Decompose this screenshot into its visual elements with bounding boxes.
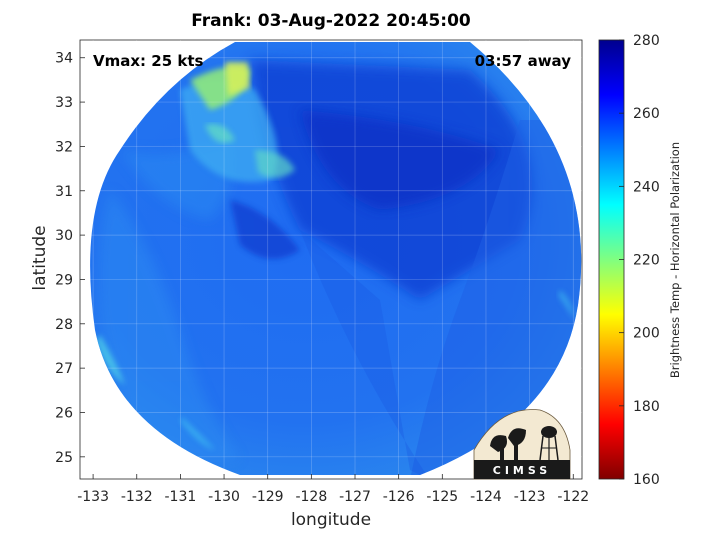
- x-tick-label: -125: [426, 489, 458, 505]
- colorbar-tick-label: 280: [633, 33, 660, 49]
- x-tick-label: -128: [295, 489, 327, 505]
- y-axis: 25 26 27 28 29 30 31 32 33 34: [55, 51, 85, 466]
- y-tick-label: 28: [55, 317, 73, 333]
- x-tick-label: -132: [121, 489, 153, 505]
- x-tick-label: -124: [470, 489, 502, 505]
- x-axis-label: longitude: [290, 510, 372, 530]
- cimss-logo: [473, 409, 571, 480]
- x-tick-label: -131: [165, 489, 197, 505]
- y-tick-label: 33: [55, 95, 73, 111]
- colorbar-tick-label: 160: [633, 472, 660, 488]
- x-tick-label: -129: [252, 489, 284, 505]
- y-tick-label: 34: [55, 51, 73, 67]
- x-tick-label: -130: [208, 489, 240, 505]
- x-tick-label: -133: [77, 489, 109, 505]
- brightness-field: [90, 42, 582, 475]
- colorbar-tick-label: 260: [633, 106, 660, 122]
- logo-text: CIMSS: [492, 464, 552, 477]
- x-tick-label: -122: [557, 489, 589, 505]
- y-tick-label: 25: [55, 450, 73, 466]
- colorbar-tick-label: 220: [633, 253, 660, 269]
- away-annotation: 03:57 away: [474, 52, 571, 70]
- x-tick-label: -123: [514, 489, 546, 505]
- colorbar-tick-label: 240: [633, 179, 660, 195]
- y-tick-label: 31: [55, 184, 73, 200]
- y-tick-label: 32: [55, 139, 73, 155]
- y-tick-label: 29: [55, 272, 73, 288]
- vmax-annotation: Vmax: 25 kts: [93, 52, 204, 70]
- chart-title: Frank: 03-Aug-2022 20:45:00: [191, 11, 471, 31]
- y-tick-label: 27: [55, 361, 73, 377]
- x-axis: -133 -132 -131 -130 -129 -128 -127 -126 -125 -124…: [77, 474, 589, 505]
- colorbar-label: Brightness Temp - Horizontal Polarizatio…: [668, 141, 682, 379]
- y-axis-label: latitude: [30, 225, 50, 291]
- y-tick-label: 26: [55, 405, 73, 421]
- gridlines-overlay: [80, 40, 582, 479]
- colorbar-ticks: 160 180 200 220 240 260 280: [619, 33, 660, 488]
- colorbar-tick-label: 200: [633, 326, 660, 342]
- y-tick-label: 30: [55, 228, 73, 244]
- x-tick-label: -126: [383, 489, 415, 505]
- colorbar-tick-label: 180: [633, 399, 660, 415]
- x-tick-label: -127: [339, 489, 371, 505]
